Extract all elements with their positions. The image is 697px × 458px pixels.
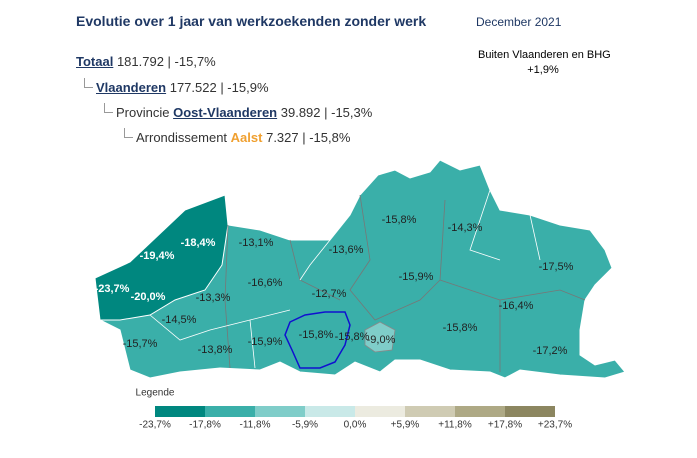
level-value: 177.522 | -15,9%	[169, 80, 269, 95]
legend-swatch	[255, 406, 305, 417]
level-value: 7.327 | -15,8%	[266, 130, 351, 145]
region-label: -15,8%	[335, 331, 370, 343]
region-label: -13,6%	[329, 244, 364, 256]
legend-tick-label: +17,8%	[488, 420, 522, 431]
level-value: 181.792 | -15,7%	[116, 54, 216, 69]
legend-title: Legende	[136, 388, 175, 399]
region-label: -13,3%	[196, 292, 231, 304]
level-value: 39.892 | -15,3%	[280, 105, 373, 120]
region-selected	[284, 311, 351, 369]
region-light	[364, 321, 396, 353]
region-label: -15,7%	[123, 338, 158, 350]
region-label: -17,5%	[539, 261, 574, 273]
region-label: -12,7%	[312, 288, 347, 300]
region-dark	[94, 194, 229, 321]
tree-connector	[104, 103, 113, 113]
level-prefix: Provincie	[116, 105, 170, 120]
legend-swatch	[155, 406, 205, 417]
region-label: -15,9%	[248, 336, 283, 348]
note-value: +1,9%	[527, 64, 559, 76]
legend-tick-label: -5,9%	[292, 420, 318, 431]
breadcrumb-row: Arrondissement Aalst 7.327 | -15,8%	[136, 130, 350, 145]
legend-tick-label: 0,0%	[344, 420, 367, 431]
region-label: -13,8%	[198, 344, 233, 356]
borders	[224, 194, 586, 372]
region-label: -15,8%	[299, 329, 334, 341]
tree-connector	[84, 78, 93, 88]
level-prefix: Arrondissement	[136, 130, 228, 145]
legend-tick-label: -17,8%	[189, 420, 221, 431]
region-label: -16,6%	[248, 277, 283, 289]
level-name: Totaal	[76, 54, 114, 69]
tree-connector	[124, 128, 133, 138]
legend-tick-label: +5,9%	[391, 420, 420, 431]
legend-tick-label: -11,8%	[240, 420, 271, 431]
region-label: -14,5%	[162, 314, 197, 326]
level-name: Vlaanderen	[96, 80, 167, 95]
level-name: Oost-Vlaanderen	[173, 105, 278, 120]
date: December 2021	[476, 15, 562, 29]
title: Evolutie over 1 jaar van werkzoekenden z…	[76, 13, 427, 29]
region-label: -15,8%	[443, 322, 478, 334]
region-label: -16,4%	[499, 300, 534, 312]
borders-thin	[149, 189, 541, 369]
level-name: Aalst	[230, 130, 263, 145]
legend-swatch	[455, 406, 505, 417]
region-label: -20,0%	[131, 291, 166, 303]
region-label: -23,7%	[95, 283, 130, 295]
legend-swatch	[405, 406, 455, 417]
breadcrumb-row: Totaal 181.792 | -15,7%	[76, 54, 216, 69]
legend-swatch	[305, 406, 355, 417]
region-label: -13,1%	[239, 237, 274, 249]
region-label: -17,2%	[533, 345, 568, 357]
region-label: -15,9%	[399, 271, 434, 283]
legend-tick-label: -23,7%	[139, 420, 171, 431]
legend-tick-label: +11,8%	[438, 420, 472, 431]
region-label: -18,4%	[181, 237, 216, 249]
breadcrumb-row: Vlaanderen 177.522 | -15,9%	[96, 80, 269, 95]
legend-swatch	[355, 406, 405, 417]
legend-swatch	[505, 406, 555, 417]
note: Buiten Vlaanderen en BHG +1,9%	[478, 48, 611, 78]
note-label: Buiten Vlaanderen en BHG	[478, 49, 611, 61]
region-label: -19,4%	[140, 250, 175, 262]
region-label: -14,3%	[448, 222, 483, 234]
region-label: -15,8%	[382, 214, 417, 226]
legend-tick-label: +23,7%	[538, 420, 572, 431]
region-flanders	[94, 159, 626, 379]
legend-swatch	[205, 406, 255, 417]
region-label: -9,0%	[367, 334, 396, 346]
breadcrumb-row: Provincie Oost-Vlaanderen 39.892 | -15,3…	[116, 105, 372, 120]
